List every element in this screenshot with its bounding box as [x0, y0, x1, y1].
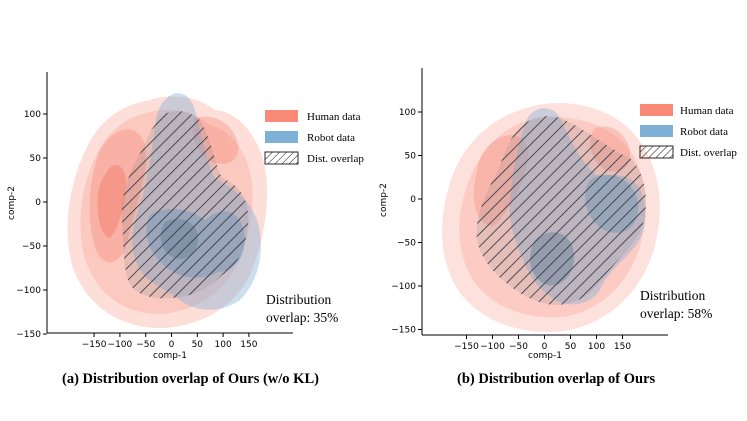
x-ticks-b: −150 −100 −50 0 50 100 150 [454, 335, 631, 352]
legend-a: Human data Robot data Dist. overlap [264, 110, 364, 165]
y-tick-label: −150 [391, 326, 416, 336]
y-tick-label: 100 [399, 108, 416, 118]
annotation-line2-a: overlap: 35% [266, 310, 338, 325]
legend-b: Human data Robot data Dist. overlap [639, 104, 737, 159]
plot-area-a [67, 93, 268, 329]
legend-swatch-overlap [264, 151, 299, 165]
x-tick-label: 100 [588, 342, 605, 352]
legend-swatch-human [640, 104, 673, 116]
legend-label-robot: Robot data [307, 132, 355, 144]
x-axis-label-a: comp-1 [153, 351, 187, 361]
y-tick-label: 0 [35, 198, 41, 208]
legend-label-human: Human data [680, 105, 734, 117]
y-tick-label: 0 [410, 195, 416, 205]
y-tick-label: −50 [22, 242, 41, 252]
legend-swatch-human [265, 110, 298, 122]
x-tick-label: −100 [108, 340, 133, 350]
y-ticks-b: −150 −100 −50 0 50 100 [391, 108, 422, 336]
x-axis-label-b: comp-1 [528, 351, 562, 361]
plot-area-b [442, 103, 660, 333]
x-ticks-a: −150 −100 −50 0 50 100 150 [82, 333, 258, 350]
y-tick-label: 100 [24, 110, 41, 120]
x-tick-label: −50 [136, 340, 155, 350]
legend-swatch-overlap [639, 145, 674, 159]
y-tick-label: −150 [16, 330, 41, 340]
y-axis-label-b: comp-2 [379, 183, 389, 217]
y-ticks-a: −150 −100 −50 0 50 100 [16, 110, 47, 340]
x-tick-label: 150 [240, 340, 257, 350]
x-tick-label: 100 [215, 340, 232, 350]
x-tick-label: −150 [82, 340, 107, 350]
x-tick-label: −50 [509, 342, 528, 352]
legend-swatch-robot [265, 131, 298, 143]
legend-swatch-robot [640, 125, 673, 137]
y-tick-label: 50 [30, 154, 42, 164]
x-tick-label: −150 [454, 342, 479, 352]
legend-label-overlap: Dist. overlap [680, 147, 737, 159]
caption-a: (a) Distribution overlap of Ours (w/o KL… [62, 371, 319, 387]
annotation-b: Distribution overlap: 58% [640, 288, 712, 321]
x-tick-label: 150 [614, 342, 631, 352]
caption-b: (b) Distribution overlap of Ours [457, 371, 656, 387]
x-tick-label: 50 [192, 340, 204, 350]
x-tick-label: −100 [480, 342, 505, 352]
y-axis-label-a: comp-2 [7, 186, 17, 220]
legend-label-overlap: Dist. overlap [307, 153, 364, 165]
y-tick-label: 50 [405, 152, 417, 162]
human-density-core [97, 165, 126, 238]
overlap-region [121, 110, 249, 299]
legend-label-human: Human data [307, 111, 361, 123]
annotation-line1-a: Distribution [266, 292, 332, 307]
x-tick-label: 0 [169, 340, 175, 350]
overlap-region [476, 116, 646, 305]
y-tick-label: −100 [16, 286, 41, 296]
x-tick-label: 0 [542, 342, 548, 352]
human-density-inner [89, 129, 147, 263]
y-tick-label: −100 [391, 282, 416, 292]
annotation-line2-b: overlap: 58% [640, 306, 712, 321]
legend-label-robot: Robot data [680, 126, 728, 138]
x-tick-label: 50 [565, 342, 577, 352]
annotation-a: Distribution overlap: 35% [266, 292, 338, 325]
annotation-line1-b: Distribution [640, 288, 706, 303]
y-tick-label: −50 [397, 239, 416, 249]
